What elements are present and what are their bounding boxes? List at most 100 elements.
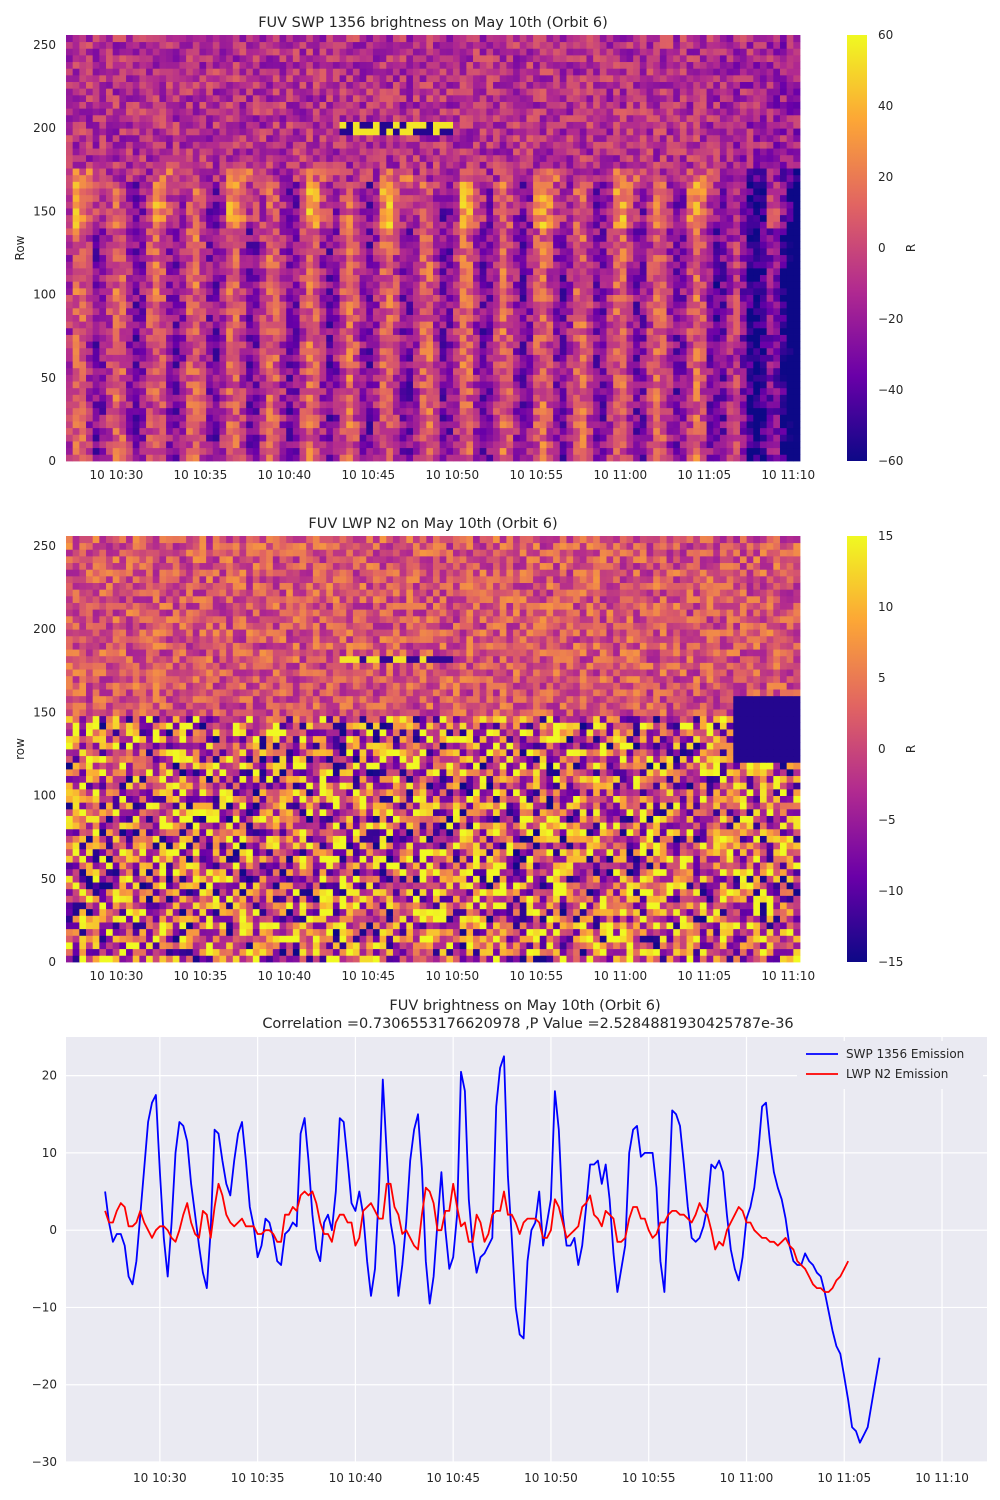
heatmap-cell [566, 261, 574, 269]
heatmap-cell [179, 248, 187, 256]
heatmap-cell [613, 194, 621, 202]
heatmap-cell [479, 214, 487, 222]
heatmap-cell [99, 334, 107, 342]
heatmap-cell [86, 221, 94, 229]
heatmap-cell [726, 307, 734, 315]
heatmap-cell [499, 281, 507, 289]
heatmap-cell [206, 374, 214, 382]
heatmap-cell [306, 287, 314, 295]
heatmap-cell [699, 447, 707, 455]
heatmap-cell [586, 341, 594, 349]
heatmap-cell [419, 208, 427, 216]
heatmap-cell [306, 267, 314, 276]
heatmap-cell [506, 287, 514, 295]
heatmap-cell [499, 248, 507, 256]
heatmap-cell [139, 361, 147, 369]
heatmap-cell [139, 374, 147, 382]
heatmap-cell [266, 354, 274, 362]
heatmap-cell [152, 421, 160, 429]
heatmap-cell [639, 221, 647, 229]
heatmap-cell [493, 261, 501, 269]
heatmap-cell [453, 168, 461, 176]
heatmap-cell [726, 294, 734, 302]
heatmap-cell [372, 248, 381, 256]
heatmap-cell [586, 281, 594, 289]
heatmap-cell [573, 334, 581, 342]
heatmap-cell [599, 181, 607, 189]
heatmap-cell [713, 447, 721, 455]
heatmap-cell [86, 287, 94, 295]
heatmap-cell [366, 381, 374, 389]
heatmap-cell [626, 261, 634, 269]
heatmap-cell [199, 241, 207, 249]
heatmap-cell [466, 387, 474, 395]
heatmap-cell [693, 361, 701, 369]
heatmap-cell [453, 181, 461, 189]
heatmap-cell [306, 261, 314, 269]
heatmap-cell [673, 314, 681, 322]
heatmap-cell [586, 201, 594, 209]
heatmap-cell [759, 294, 768, 302]
heatmap-cell [352, 274, 360, 282]
heatmap-cell [679, 394, 687, 402]
heatmap-cell [312, 228, 320, 236]
heatmap-cell [619, 201, 627, 209]
heatmap-cell [139, 401, 147, 409]
heatmap-cell [453, 407, 461, 415]
heatmap-cell [286, 421, 294, 429]
heatmap-cell [146, 214, 154, 222]
heatmap-cell [366, 447, 374, 455]
heatmap-cell [292, 181, 300, 189]
heatmap-cell [99, 394, 107, 402]
heatmap-cell [412, 181, 421, 189]
heatmap-cell [646, 188, 654, 196]
heatmap-cell [226, 401, 234, 409]
heatmap-cell [706, 401, 714, 409]
heatmap-cell [172, 407, 180, 415]
heatmap-cell [693, 294, 701, 302]
heatmap-cell [619, 347, 627, 355]
heatmap-cell [433, 287, 441, 295]
heatmap-cell [639, 347, 647, 355]
heatmap-cell [793, 394, 801, 402]
heatmap-cell [693, 221, 701, 229]
heatmap-cell [312, 241, 320, 249]
heatmap-cell [119, 354, 127, 362]
heatmap-cell [359, 274, 367, 282]
heatmap-cell [226, 188, 234, 196]
heatmap-cell [686, 427, 694, 435]
heatmap-cell [312, 387, 320, 395]
heatmap-cell [232, 281, 240, 289]
heatmap-cell [352, 208, 360, 216]
heatmap-cell [513, 427, 521, 435]
heatmap-cell [499, 454, 507, 462]
heatmap-cell [132, 228, 140, 236]
heatmap-cell [332, 154, 340, 162]
heatmap-cell [346, 274, 354, 282]
heatmap-cell [239, 334, 247, 342]
heatmap-cell [166, 454, 174, 462]
heatmap-cell [479, 174, 487, 182]
heatmap-cell [399, 267, 407, 276]
heatmap-cell [192, 234, 200, 242]
heatmap-cell [793, 287, 801, 295]
heatmap-cell [713, 307, 721, 315]
heatmap-cell [446, 447, 454, 455]
heatmap-cell [246, 421, 254, 429]
heatmap-cell [613, 261, 621, 269]
heatmap-cell [626, 414, 634, 422]
heatmap-cell [466, 441, 474, 449]
heatmap-cell [653, 361, 661, 369]
heatmap-cell [493, 334, 501, 342]
heatmap-cell [112, 314, 120, 322]
heatmap-cell [179, 267, 187, 276]
heatmap-cell [339, 208, 347, 216]
heatmap-cell [299, 314, 307, 322]
heatmap-cell [439, 188, 447, 196]
heatmap-cell [412, 427, 421, 435]
heatmap-cell [99, 347, 107, 355]
heatmap-cell [659, 194, 667, 202]
heatmap-cell [479, 321, 487, 329]
heatmap-cell [326, 254, 334, 262]
heatmap-cell [226, 241, 234, 249]
